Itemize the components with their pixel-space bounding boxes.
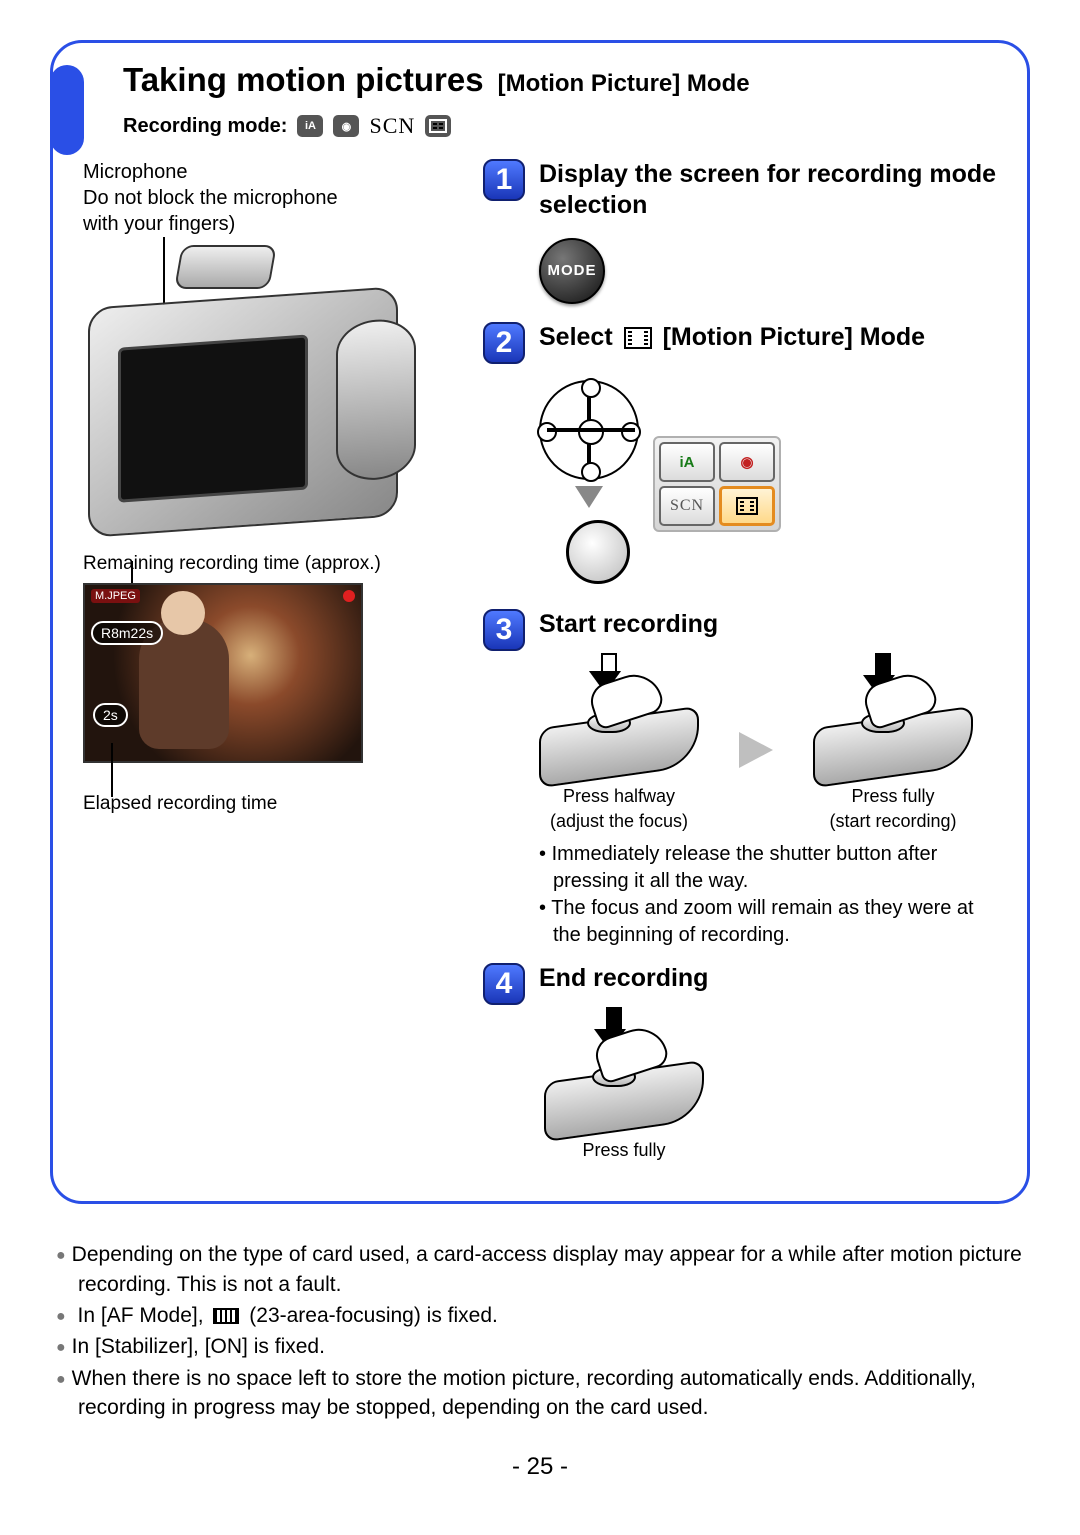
mode-cell-film-selected bbox=[719, 486, 775, 526]
ia-mode-icon: iA bbox=[297, 115, 323, 137]
blue-accent-tab bbox=[50, 65, 84, 155]
footnote-4: When there is no space left to store the… bbox=[78, 1364, 1024, 1423]
camera-mode-icon: ◉ bbox=[333, 115, 359, 137]
arrow-right-icon bbox=[739, 732, 773, 768]
title-row: Taking motion pictures [Motion Picture] … bbox=[123, 61, 997, 99]
elapsed-time-badge: 2s bbox=[93, 703, 128, 727]
step-4-body: Press fully bbox=[539, 1021, 997, 1162]
end-recording-caption: Press fully bbox=[539, 1140, 709, 1162]
press-fully-figure: Press fully (start recording) bbox=[813, 667, 973, 833]
footnote-2: In [AF Mode], (23-area-focusing) is fixe… bbox=[78, 1301, 1024, 1330]
step-3-note-1: Immediately release the shutter button a… bbox=[553, 841, 997, 895]
af-area-icon bbox=[213, 1308, 239, 1324]
step-3-body: Press halfway (adjust the focus) Press f… bbox=[539, 667, 997, 949]
press-fully-caption-2: (start recording) bbox=[813, 811, 973, 833]
step-3-notes: Immediately release the shutter button a… bbox=[539, 841, 997, 949]
lcd-preview: M.JPEG R8m22s 2s bbox=[83, 583, 363, 763]
step-1-body: MODE bbox=[539, 238, 997, 304]
page-title: Taking motion pictures bbox=[123, 61, 484, 99]
film-icon bbox=[624, 327, 652, 349]
two-column-layout: Microphone Do not block the microphone w… bbox=[83, 159, 997, 1161]
step-3-title: Start recording bbox=[539, 609, 718, 640]
step-2-body: iA ◉ SCN bbox=[539, 380, 997, 589]
film-mode-icon bbox=[425, 115, 451, 137]
page-number: - 25 - bbox=[50, 1453, 1030, 1481]
scn-mode-icon: SCN bbox=[369, 113, 415, 139]
menu-set-button-icon bbox=[566, 520, 630, 584]
step-4-title: End recording bbox=[539, 963, 708, 994]
recording-mode-row: Recording mode: iA ◉ SCN bbox=[123, 113, 997, 139]
footnote-2b: (23-area-focusing) is fixed. bbox=[249, 1304, 498, 1327]
press-fully-caption-1: Press fully bbox=[813, 786, 973, 808]
mic-line2: Do not block the microphone bbox=[83, 187, 338, 209]
instruction-panel: Taking motion pictures [Motion Picture] … bbox=[50, 40, 1030, 1204]
step-2-badge: 2 bbox=[483, 322, 525, 364]
step-2-title-b: [Motion Picture] Mode bbox=[663, 323, 925, 351]
right-column: 1 Display the screen for recording mode … bbox=[483, 159, 997, 1161]
step-1: 1 Display the screen for recording mode … bbox=[483, 159, 997, 222]
footnotes: Depending on the type of card used, a ca… bbox=[50, 1240, 1030, 1422]
step-1-badge: 1 bbox=[483, 159, 525, 201]
mode-cell-camera: ◉ bbox=[719, 442, 775, 482]
left-column: Microphone Do not block the microphone w… bbox=[83, 159, 463, 1161]
step-3-note-2: The focus and zoom will remain as they w… bbox=[553, 895, 997, 949]
recording-mode-label: Recording mode: bbox=[123, 115, 287, 138]
footnote-1: Depending on the type of card used, a ca… bbox=[78, 1240, 1024, 1299]
camera-illustration bbox=[83, 237, 413, 537]
footnote-3: In [Stabilizer], [ON] is fixed. bbox=[78, 1332, 1024, 1361]
press-halfway-caption-1: Press halfway bbox=[539, 786, 699, 808]
step-1-title: Display the screen for recording mode se… bbox=[539, 159, 997, 222]
mode-button-icon: MODE bbox=[539, 238, 605, 304]
press-halfway-figure: Press halfway (adjust the focus) bbox=[539, 667, 699, 833]
step-4: 4 End recording bbox=[483, 963, 997, 1005]
microphone-note: Microphone Do not block the microphone w… bbox=[83, 159, 463, 237]
step-3-badge: 3 bbox=[483, 609, 525, 651]
dpad-icon bbox=[539, 380, 639, 480]
mode-cell-scn: SCN bbox=[659, 486, 715, 526]
step-2-title-a: Select bbox=[539, 323, 613, 351]
remaining-time-label: Remaining recording time (approx.) bbox=[83, 553, 463, 575]
lcd-preview-wrap: M.JPEG R8m22s 2s bbox=[83, 583, 363, 763]
step-4-badge: 4 bbox=[483, 963, 525, 1005]
mode-cell-ia: iA bbox=[659, 442, 715, 482]
elapsed-time-label: Elapsed recording time bbox=[83, 793, 463, 815]
hud-rec-dot bbox=[343, 590, 355, 602]
mic-line1: Microphone bbox=[83, 161, 188, 183]
mic-line3: with your fingers) bbox=[83, 213, 235, 235]
remaining-time-badge: R8m22s bbox=[91, 621, 163, 645]
press-halfway-caption-2: (adjust the focus) bbox=[539, 811, 699, 833]
page-subtitle: [Motion Picture] Mode bbox=[498, 70, 750, 98]
hud-mjpeg-chip: M.JPEG bbox=[91, 589, 140, 603]
step-2: 2 Select [Motion Picture] Mode bbox=[483, 322, 997, 364]
step-3: 3 Start recording bbox=[483, 609, 997, 651]
step-2-title: Select [Motion Picture] Mode bbox=[539, 322, 925, 353]
mode-selection-grid: iA ◉ SCN bbox=[653, 436, 781, 532]
end-recording-figure: Press fully bbox=[539, 1021, 709, 1162]
elapsed-callout-line bbox=[111, 743, 113, 797]
footnote-2a: In [AF Mode], bbox=[78, 1304, 204, 1327]
arrow-down-icon bbox=[575, 486, 603, 508]
